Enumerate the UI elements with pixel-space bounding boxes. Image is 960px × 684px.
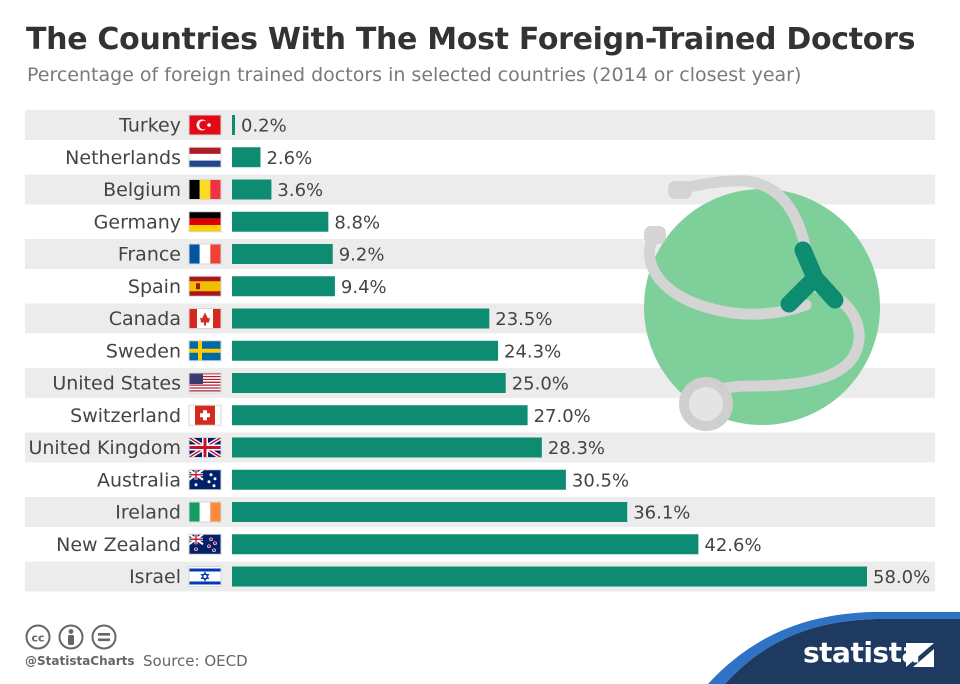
value-label: 42.6%: [704, 535, 761, 556]
flag-netherlands-icon: [188, 146, 222, 168]
flag-united-kingdom-icon: [187, 435, 223, 460]
value-label: 0.2%: [241, 116, 287, 137]
value-label: 25.0%: [512, 374, 569, 395]
stethoscope-icon: [643, 175, 865, 431]
license-icons: cc: [25, 624, 117, 650]
chart-subtitle: Percentage of foreign trained doctors in…: [27, 64, 802, 86]
category-label: Sweden: [106, 340, 181, 362]
bar: [232, 340, 499, 361]
category-label: Ireland: [115, 502, 181, 524]
flag-turkey-icon: [188, 114, 222, 136]
svg-text:cc: cc: [31, 632, 44, 645]
flag-switzerland-icon: [188, 404, 222, 426]
category-label: Netherlands: [65, 147, 181, 169]
flag-new-zealand-icon: [188, 533, 222, 555]
stethoscope-illustration: [643, 175, 880, 431]
value-label: 9.4%: [341, 277, 387, 298]
bar: [232, 179, 272, 200]
flag-france-icon: [188, 243, 222, 265]
value-label: 58.0%: [873, 567, 930, 588]
bar: [232, 534, 699, 555]
value-label: 36.1%: [633, 503, 690, 524]
bar: [232, 115, 235, 135]
category-label: United States: [52, 373, 181, 395]
cc-icon: cc: [25, 624, 51, 650]
bar: [232, 211, 329, 232]
flag-sweden-icon: [188, 340, 222, 362]
value-label: 8.8%: [334, 212, 380, 233]
value-label: 24.3%: [504, 341, 561, 362]
flag-israel-icon: [188, 566, 222, 587]
bar: [232, 502, 628, 522]
statista-logo-icon: [906, 643, 934, 667]
category-label: Israel: [129, 566, 181, 588]
flag-australia-icon: [188, 468, 222, 491]
bar: [232, 276, 335, 297]
bar: [232, 147, 261, 168]
category-label: New Zealand: [56, 534, 181, 556]
flag-ireland-icon: [188, 501, 222, 523]
flag-united-states-icon: [188, 372, 222, 394]
category-label: Germany: [94, 211, 181, 233]
no-derivatives-icon: [91, 624, 117, 650]
category-label: United Kingdom: [28, 437, 181, 459]
value-label: 9.2%: [339, 245, 385, 266]
source-note: Source: OECD: [143, 652, 248, 670]
flag-spain-icon: [188, 275, 222, 297]
row-band: [25, 110, 935, 140]
value-label: 2.6%: [266, 148, 312, 169]
category-label: France: [118, 244, 181, 266]
twitter-handle: @StatistaCharts: [25, 654, 135, 668]
attribution-icon: [58, 624, 84, 650]
value-label: 3.6%: [277, 180, 323, 201]
category-label: Belgium: [103, 179, 181, 201]
bar: [232, 405, 528, 426]
bar: [232, 244, 333, 264]
value-label: 27.0%: [534, 406, 591, 427]
brand-name: statista: [803, 636, 920, 669]
bar: [232, 469, 566, 490]
bar: [232, 373, 506, 393]
flag-canada-icon: [188, 308, 222, 329]
illustration-circle: [644, 189, 880, 425]
value-label: 28.3%: [548, 438, 605, 459]
flag-belgium-icon: [188, 179, 222, 200]
value-label: 30.5%: [572, 470, 629, 491]
category-label: Turkey: [118, 115, 181, 137]
category-label: Australia: [97, 469, 181, 491]
bar: [232, 308, 490, 329]
value-label: 23.5%: [495, 309, 552, 330]
category-label: Spain: [128, 276, 181, 298]
category-label: Canada: [109, 308, 181, 330]
bar: [232, 437, 542, 458]
category-label: Switzerland: [70, 405, 181, 427]
bar: [232, 566, 867, 587]
bars: Turkey 0.2% Netherlands 2.6% Belgium 3.6% Germ…: [28, 114, 930, 588]
flag-germany-icon: [188, 211, 222, 233]
chart-title: The Countries With The Most Foreign-Trai…: [26, 22, 916, 57]
